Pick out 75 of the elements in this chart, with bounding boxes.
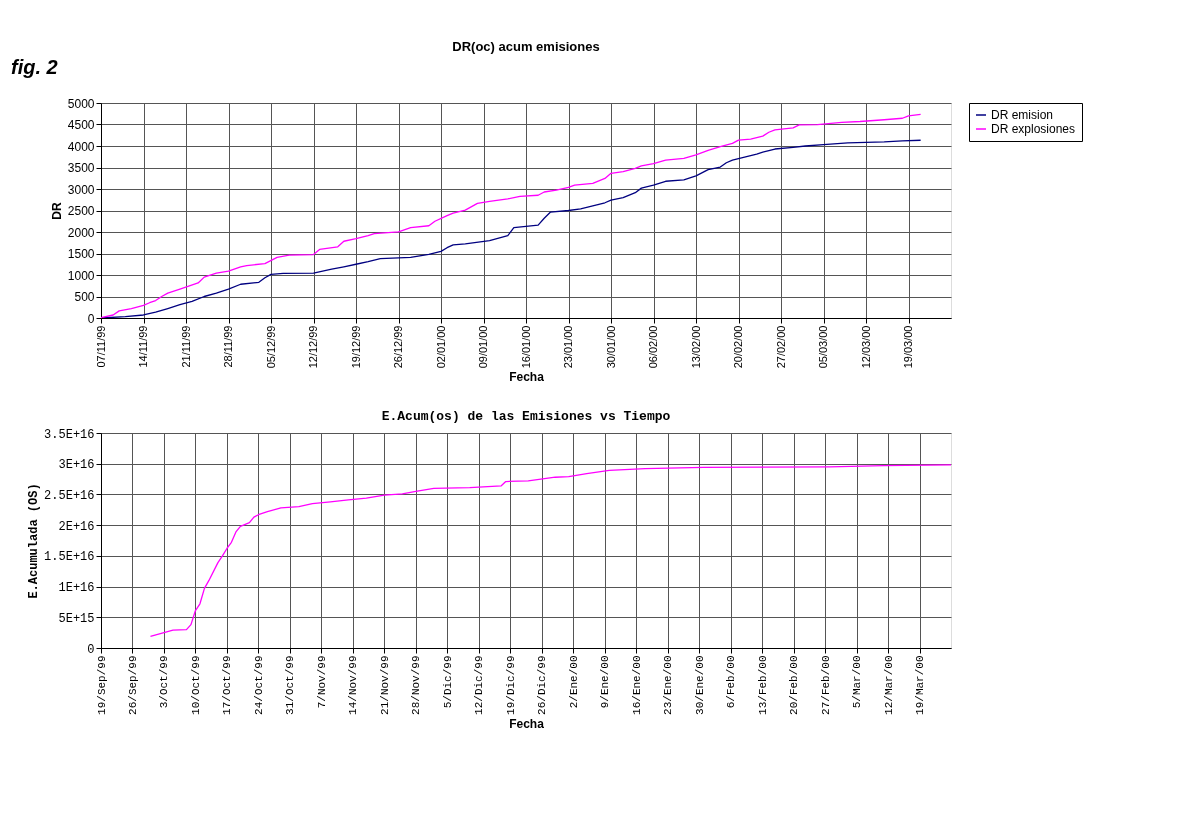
x-axis-title: Fecha [509,716,545,731]
x-tick-label: 14/Nov/99 [347,655,360,715]
x-tick-label: 20/02/00 [732,325,744,369]
x-tick-label: 3/Oct/99 [158,655,171,709]
x-tick-label: 28/Nov/99 [410,655,423,715]
y-tick-label: 2000 [67,225,95,240]
y-tick-label: 500 [74,290,95,304]
x-tick-label: 23/Ene/00 [662,655,675,715]
y-tick-label: 5E+15 [58,611,95,626]
x-tick-label: 05/03/00 [817,325,829,369]
y-tick-label: 1.5E+16 [44,550,95,565]
y-tick-label: 1500 [67,247,95,261]
x-tick-label: 23/01/00 [562,325,574,369]
y-tick-label: 3000 [67,182,95,197]
chart-title: DR(oc) acum emisiones [452,39,600,54]
x-tick-label: 27/Feb/00 [819,655,832,715]
x-tick-label: 02/01/00 [434,325,447,369]
y-tick-label: 4000 [67,139,95,154]
x-tick-label: 19/12/99 [349,325,362,369]
x-tick-label: 6/Feb/00 [725,655,738,709]
x-tick-label: 12/12/99 [307,325,319,369]
y-tick-label: 0 [87,642,95,657]
x-tick-label: 26/Sep/99 [126,655,139,715]
x-tick-label: 19/03/00 [902,325,914,369]
x-tick-label: 28/11/99 [222,325,234,368]
x-tick-label: 12/Mar/00 [882,655,895,715]
x-tick-label: 19/Sep/99 [95,655,108,715]
x-tick-label: 06/02/00 [647,325,659,369]
legend-label: DR emision [991,108,1054,122]
caption: fig. 2 [11,56,58,78]
x-tick-label: 30/Ene/00 [693,655,706,715]
x-tick-label: 26/Dic/99 [536,655,549,715]
y-tick-label: 4500 [67,118,95,132]
y-tick-label: 2E+16 [58,519,95,534]
x-tick-label: 21/11/99 [179,325,192,368]
legend-label: DR explosiones [991,122,1076,136]
x-tick-label: 24/Oct/99 [252,655,265,715]
y-tick-label: 0 [87,311,95,326]
y-tick-label: 2500 [67,204,95,218]
x-tick-label: 30/01/00 [604,325,617,369]
x-tick-label: 2/Ene/00 [567,655,580,709]
x-tick-label: 19/Mar/00 [914,655,927,715]
x-tick-label: 13/02/00 [689,325,702,369]
y-tick-label: 2.5E+16 [44,488,95,503]
y-tick-label: 3500 [67,161,95,175]
x-tick-label: 5/Dic/99 [441,655,454,709]
x-tick-label: 9/Ene/00 [599,655,612,709]
x-tick-label: 26/12/99 [392,325,404,369]
x-tick-label: 12/03/00 [859,325,872,369]
y-tick-label: 3E+16 [58,458,95,473]
x-tick-label: 10/Oct/99 [189,655,202,715]
y-tick-label: 5000 [67,96,95,111]
x-tick-label: 17/Oct/99 [221,655,234,715]
x-tick-label: 12/Dic/99 [473,655,486,715]
x-tick-label: 21/Nov/99 [378,655,391,715]
x-tick-label: 19/Dic/99 [504,655,517,715]
x-tick-label: 16/Ene/00 [630,655,643,715]
x-tick-label: 27/02/00 [774,325,787,369]
x-tick-label: 16/01/00 [519,325,532,369]
x-tick-label: 14/11/99 [137,325,149,368]
y-tick-label: 3.5E+16 [44,427,95,442]
x-tick-label: 09/01/00 [477,325,489,369]
x-tick-label: 7/Nov/99 [315,655,328,709]
y-tick-label: 1E+16 [58,581,95,596]
chart-title: E.Acum(os) de las Emisiones vs Tiempo [381,409,671,424]
x-tick-label: 5/Mar/00 [851,655,864,709]
x-tick-label: 05/12/99 [264,325,277,369]
x-tick-label: 13/Feb/00 [756,655,769,715]
x-tick-label: 20/Feb/00 [788,655,801,715]
y-axis-title: E.Acumulada (OS) [27,483,42,599]
x-tick-label: 07/11/99 [94,325,107,368]
y-tick-label: 1000 [67,268,95,283]
x-axis-title: Fecha [509,370,545,385]
x-tick-label: 31/Oct/99 [284,655,297,715]
y-axis-title: DR [49,202,64,220]
